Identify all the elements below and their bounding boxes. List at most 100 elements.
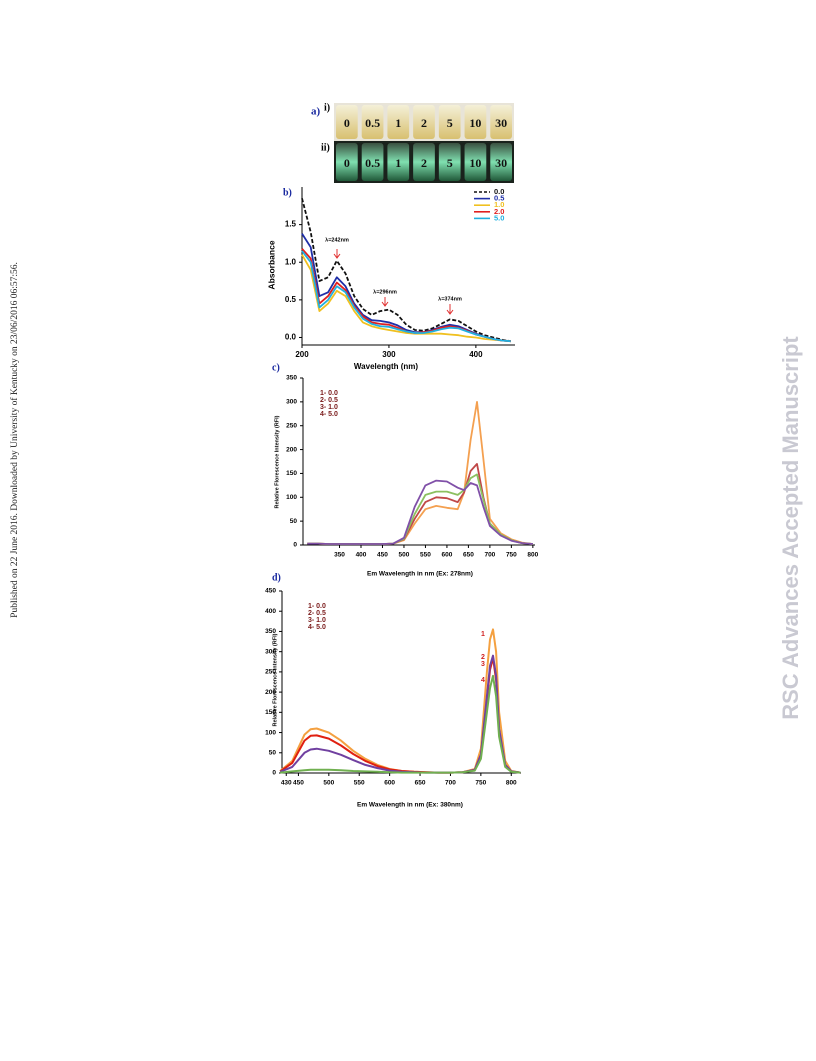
arrow-head	[446, 309, 454, 315]
row-label: i)	[324, 102, 330, 113]
x-tick-label: 700	[484, 552, 495, 559]
x-tick-label: 650	[463, 552, 474, 559]
arrow-head	[333, 253, 341, 259]
vial	[387, 143, 410, 181]
vial	[361, 143, 384, 181]
data-line	[307, 479, 533, 545]
annotation: λ=374nm	[438, 296, 462, 302]
x-tick-label: 350	[334, 552, 345, 559]
panel-label: b)	[283, 187, 292, 198]
vial-label: 0.5	[365, 156, 380, 170]
legend-label: 2- 0.5	[320, 397, 338, 404]
legend-label: 1.0	[494, 200, 504, 209]
panel-label: a)	[311, 106, 321, 118]
y-tick-label: 200	[286, 446, 297, 453]
x-axis-label: Em Wavelength in nm (Ex: 278nm)	[367, 571, 473, 578]
y-tick-label: 100	[265, 729, 276, 736]
vial-label: 10	[469, 156, 481, 170]
y-tick-label: 1.5	[285, 220, 297, 229]
y-tick-label: 300	[265, 648, 276, 655]
y-tick-label: 200	[265, 689, 276, 696]
legend-label: 2- 0.5	[308, 610, 326, 617]
y-tick-label: 100	[286, 494, 297, 501]
vial-label: 2	[421, 156, 427, 170]
vial-label: 5	[447, 116, 453, 130]
x-tick-label: 450	[377, 552, 388, 559]
data-line	[301, 254, 511, 343]
y-axis-label: Absorbance	[266, 240, 276, 289]
x-tick-label: 200	[295, 350, 309, 359]
x-tick-label: 750	[506, 552, 517, 559]
watermark: RSC Advances Accepted Manuscript	[778, 336, 803, 720]
y-tick-label: 400	[265, 608, 276, 615]
vial	[387, 105, 410, 139]
vial	[413, 143, 435, 181]
x-tick-label: 750	[475, 780, 486, 787]
annotation: λ=242nm	[325, 237, 349, 243]
panel-label: d)	[272, 572, 281, 583]
x-tick-label: 400	[356, 552, 367, 559]
legend-label: 3- 1.0	[320, 404, 338, 411]
annotation: 1	[481, 631, 485, 638]
legend-label: 4- 5.0	[308, 624, 326, 631]
x-tick-label: 430	[281, 780, 292, 787]
legend-label: 1- 0.0	[320, 390, 338, 397]
vial	[361, 105, 384, 139]
x-tick-label: 600	[384, 780, 395, 787]
vial	[336, 143, 358, 181]
y-tick-label: 250	[265, 669, 276, 676]
x-tick-label: 550	[354, 780, 365, 787]
vial	[464, 105, 487, 139]
annotation: λ=296nm	[373, 289, 397, 295]
vial-label: 1	[395, 116, 401, 130]
data-line	[280, 674, 521, 774]
y-tick-label: 250	[286, 422, 297, 429]
x-tick-label: 450	[293, 780, 304, 787]
y-tick-label: 0.0	[285, 333, 297, 342]
data-line	[301, 250, 511, 343]
y-axis-label: Relative Florescence Intensity (RFI)	[274, 415, 280, 508]
x-axis-label: Em Wavelength in nm (Ex: 380nm)	[357, 802, 463, 809]
x-tick-label: 700	[445, 780, 456, 787]
y-tick-label: 300	[286, 399, 297, 406]
y-tick-label: 150	[265, 709, 276, 716]
x-tick-label: 500	[323, 780, 334, 787]
legend-label: 4- 5.0	[320, 411, 338, 418]
annotation: 3	[481, 661, 485, 668]
vial-label: 0	[344, 156, 350, 170]
arrow-head	[381, 301, 389, 307]
x-tick-label: 800	[527, 552, 538, 559]
vial	[490, 143, 512, 181]
data-line	[307, 401, 534, 545]
data-line	[301, 198, 511, 343]
x-tick-label: 650	[415, 780, 426, 787]
x-axis-label: Wavelength (nm)	[354, 362, 418, 371]
vial	[413, 105, 435, 139]
vial-label: 5	[447, 156, 453, 170]
y-tick-label: 350	[265, 628, 276, 635]
data-line	[279, 654, 521, 774]
vial-label: 30	[495, 116, 507, 130]
vial-label: 2	[421, 116, 427, 130]
panel-label: c)	[272, 362, 280, 373]
vial-label: 30	[495, 156, 507, 170]
x-tick-label: 600	[441, 552, 452, 559]
vial-label: 0	[344, 116, 350, 130]
legend-label: 0.5	[494, 194, 504, 203]
y-tick-label: 450	[265, 588, 276, 595]
y-tick-label: 1.0	[285, 257, 297, 266]
row-label: ii)	[321, 142, 330, 153]
vial-label: 0.5	[365, 116, 380, 130]
annotation: 2	[481, 654, 485, 661]
y-tick-label: 50	[290, 518, 298, 525]
annotation: 4	[481, 677, 485, 684]
y-tick-label: 50	[269, 749, 277, 756]
legend-label: 0.0	[494, 187, 504, 196]
x-tick-label: 500	[399, 552, 410, 559]
x-tick-label: 300	[382, 350, 396, 359]
side-note: Published on 22 June 2016. Downloaded by…	[9, 262, 20, 618]
vial	[438, 143, 461, 181]
data-line	[279, 628, 521, 774]
x-tick-label: 550	[420, 552, 431, 559]
